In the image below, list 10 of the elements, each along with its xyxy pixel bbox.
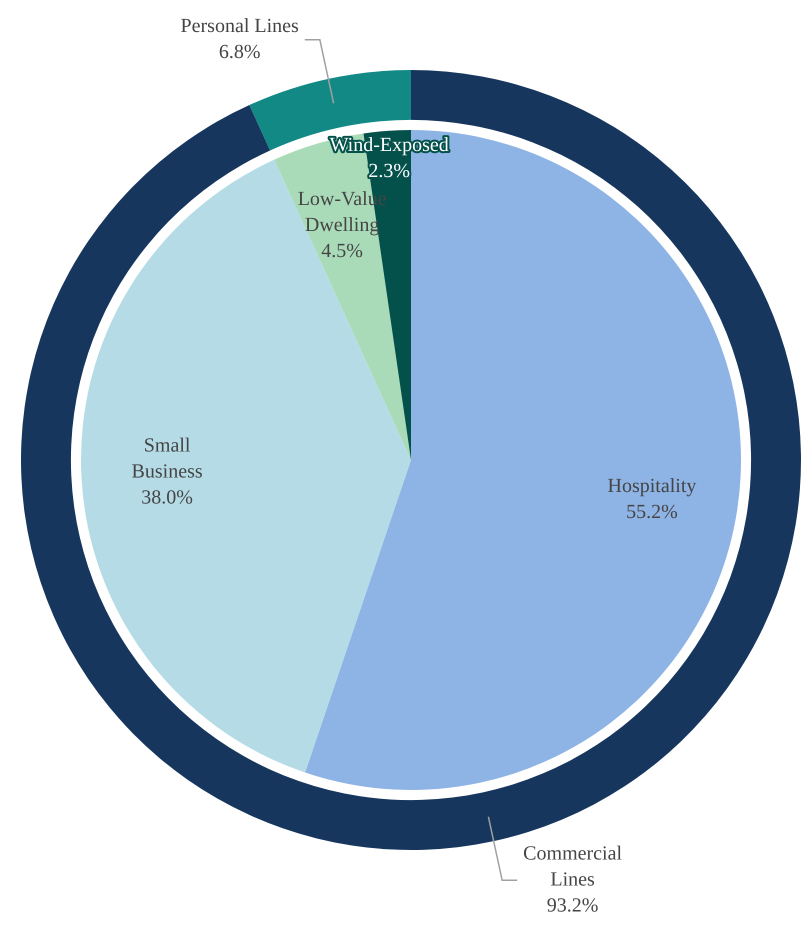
data-label: 6.8% <box>218 41 261 64</box>
data-label: 38.0% <box>141 486 193 509</box>
slice-label: Personal Lines <box>180 15 300 38</box>
data-label: 55.2% <box>626 500 678 523</box>
slice-label: Hospitality <box>608 474 696 497</box>
slice-label: Commercial Lines <box>523 842 622 890</box>
data-label: 93.2% <box>546 894 598 916</box>
data-label: 4.5% <box>321 240 363 262</box>
data-label: 2.3% <box>368 160 410 182</box>
slice-label: Small Business <box>132 434 203 483</box>
